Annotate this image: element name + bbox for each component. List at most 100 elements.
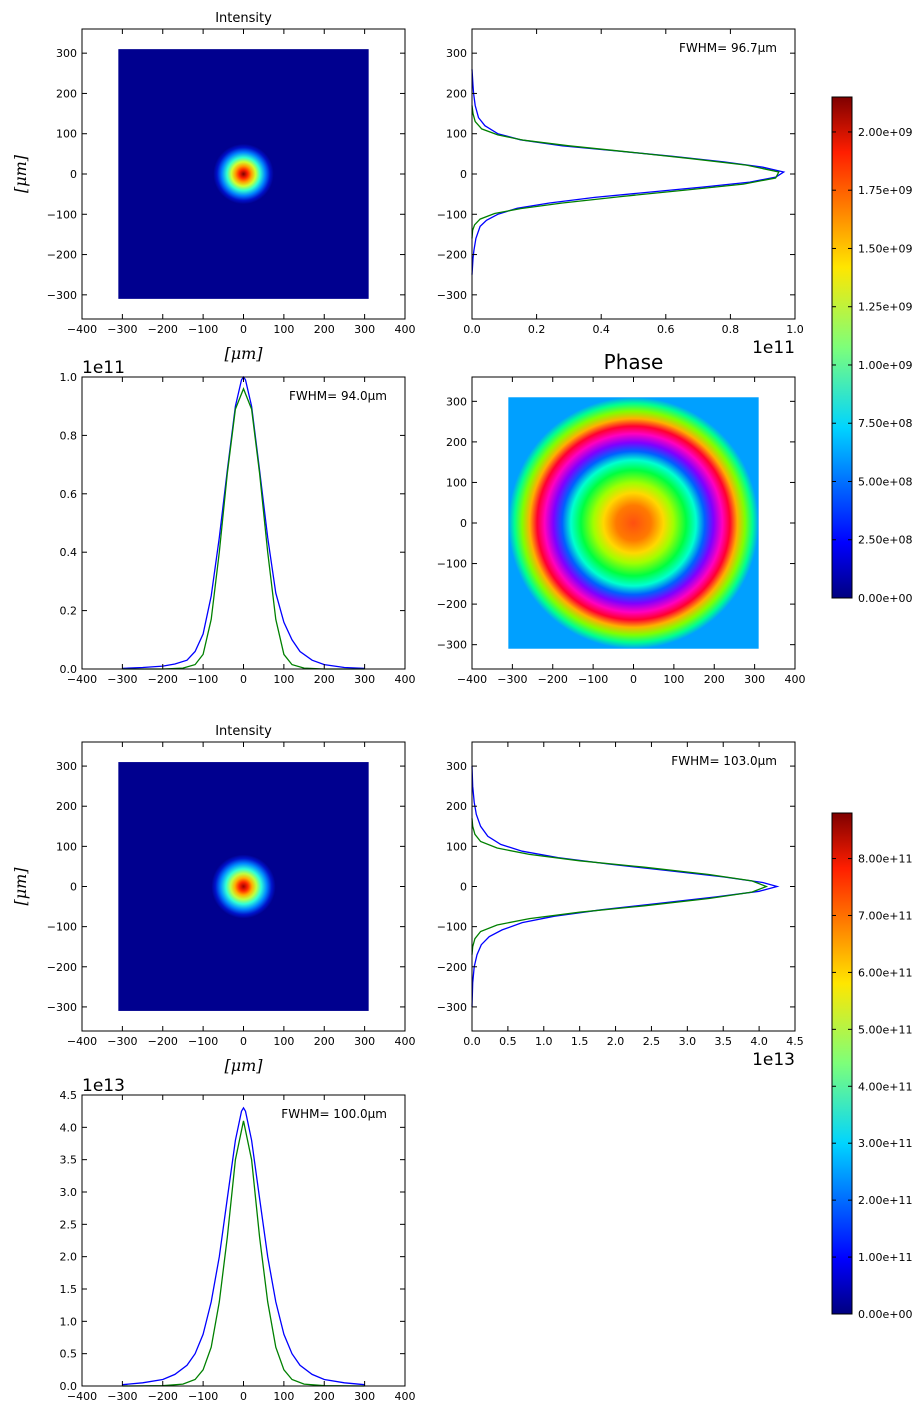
y-tick-label: 1.5 <box>60 1283 78 1296</box>
top-phase-map: −400 −300 −200 −100 0 100 200 300 400 300 200 100 0 −… <box>437 350 806 686</box>
x-tick-label: −100 <box>188 1035 218 1048</box>
series-line-0 <box>122 1106 365 1386</box>
y-tick-label: 100 <box>446 128 467 141</box>
colorbar-scale <box>831 96 853 599</box>
y-tick-label: 100 <box>446 840 467 853</box>
colorbar-tick-label: 5.00e+11 <box>858 1023 912 1036</box>
x-tick-label: −200 <box>148 323 178 336</box>
x-tick-label: 100 <box>273 1390 294 1403</box>
y-tick-label: 200 <box>56 800 77 813</box>
colorbar-tick-label: 1.00e+09 <box>858 359 912 372</box>
colorbar-tick-label: 7.50e+08 <box>858 417 912 430</box>
colorbar-tick-label: 1.25e+09 <box>858 301 912 314</box>
x-tick-label: 200 <box>314 673 335 686</box>
x-tick-label: −300 <box>107 673 137 686</box>
x-tick-label: −200 <box>148 1390 178 1403</box>
x-tick-label: 100 <box>273 673 294 686</box>
y-tick-label: 0 <box>70 881 77 894</box>
x-tick-label: 0 <box>240 673 247 686</box>
panel-title: Intensity <box>215 724 272 739</box>
x-tick-label: 100 <box>663 673 684 686</box>
top-x-profile: −400 −300 −200 −100 0 100 200 300 400 1.0 0.8 0.6 0.… <box>60 358 416 686</box>
y-tick-label: −200 <box>437 961 467 974</box>
beam-spot <box>213 143 274 205</box>
x-tick-label: 400 <box>395 673 416 686</box>
x-tick-label: −200 <box>538 673 568 686</box>
series-line-1 <box>122 386 365 670</box>
colorbar-tick-label: 6.00e+11 <box>858 966 912 979</box>
y-offset-multiplier: 1e11 <box>82 358 125 378</box>
x-tick-label: 200 <box>704 673 725 686</box>
y-tick-label: 0.4 <box>60 546 78 559</box>
x-tick-label: 0 <box>630 673 637 686</box>
x-tick-label: 4.0 <box>750 1035 768 1048</box>
y-tick-label: −100 <box>437 208 467 221</box>
colorbar-scale <box>831 812 853 1315</box>
x-tick-label: 0.4 <box>592 323 610 336</box>
series-line-1 <box>471 818 769 955</box>
x-tick-label: 0.5 <box>499 1035 517 1048</box>
colorbar-tick-label: 2.00e+09 <box>858 126 912 139</box>
y-tick-label: −300 <box>437 1001 467 1014</box>
y-tick-label: −100 <box>47 208 77 221</box>
y-offset-multiplier: 1e13 <box>82 1076 125 1096</box>
y-tick-label: 100 <box>56 840 77 853</box>
x-tick-label: 3.0 <box>679 1035 697 1048</box>
fwhm-annotation: FWHM= 103.0μm <box>671 754 777 768</box>
x-tick-label: −200 <box>148 1035 178 1048</box>
x-tick-label: −300 <box>107 1035 137 1048</box>
bottom-intensity-map: −400 −300 −200 −100 0 100 200 300 400 300 200 100 0 −… <box>11 724 416 1075</box>
x-tick-label: −300 <box>107 323 137 336</box>
y-tick-label: 100 <box>56 128 77 141</box>
x-offset-multiplier: 1e11 <box>752 338 795 358</box>
x-tick-label: −300 <box>107 1390 137 1403</box>
colorbar-tick-label: 0.00e+00 <box>858 592 912 605</box>
y-tick-label: 300 <box>446 395 467 408</box>
x-tick-label: −100 <box>188 1390 218 1403</box>
panel-title: Phase <box>604 350 664 374</box>
series-line-0 <box>471 766 780 1007</box>
y-tick-label: 300 <box>446 760 467 773</box>
x-tick-label: 400 <box>395 1390 416 1403</box>
y-tick-label: 4.0 <box>60 1121 78 1134</box>
top-intensity-map: −400 −300 −200 −100 0 100 200 300 400 300 200 100 0 −… <box>11 11 416 363</box>
y-tick-label: 0 <box>460 168 467 181</box>
y-tick-label: 300 <box>56 47 77 60</box>
x-tick-label: 300 <box>354 673 375 686</box>
x-tick-label: −200 <box>148 673 178 686</box>
x-tick-label: −400 <box>67 1035 97 1048</box>
x-tick-label: 300 <box>354 323 375 336</box>
y-tick-label: −100 <box>437 558 467 571</box>
x-tick-label: 200 <box>314 323 335 336</box>
y-tick-label: 0.6 <box>60 488 78 501</box>
colorbar-tick-label: 7.00e+11 <box>858 909 912 922</box>
plot-area <box>472 742 795 1031</box>
y-tick-label: 2.5 <box>60 1218 78 1231</box>
y-tick-label: 0 <box>70 168 77 181</box>
y-tick-label: −300 <box>437 639 467 652</box>
top-colorbar: 2.00e+09 1.75e+09 1.50e+09 1.25e+09 1.00e+09… <box>831 96 912 605</box>
x-tick-label: 1.5 <box>571 1035 589 1048</box>
x-tick-label: 1.0 <box>535 1035 553 1048</box>
x-tick-label: 200 <box>314 1390 335 1403</box>
y-tick-label: 200 <box>56 87 77 100</box>
plot-area <box>472 29 795 319</box>
y-tick-label: 2.0 <box>60 1251 78 1264</box>
x-tick-label: 0 <box>240 323 247 336</box>
colorbar-tick-label: 2.50e+08 <box>858 534 912 547</box>
series-line-1 <box>471 105 780 239</box>
x-axis-label: [μm] <box>224 344 263 363</box>
y-tick-label: 300 <box>446 47 467 60</box>
y-tick-label: 300 <box>56 760 77 773</box>
fwhm-annotation: FWHM= 96.7μm <box>679 41 777 55</box>
x-tick-label: 0.8 <box>722 323 740 336</box>
x-tick-label: 400 <box>395 323 416 336</box>
y-axis-label: [μm] <box>11 867 30 906</box>
phase-map <box>508 397 759 649</box>
x-tick-label: 300 <box>354 1035 375 1048</box>
y-tick-label: −300 <box>47 1001 77 1014</box>
y-tick-label: 1.0 <box>60 371 78 384</box>
y-tick-label: −200 <box>437 598 467 611</box>
colorbar-tick-label: 3.00e+11 <box>858 1137 912 1150</box>
